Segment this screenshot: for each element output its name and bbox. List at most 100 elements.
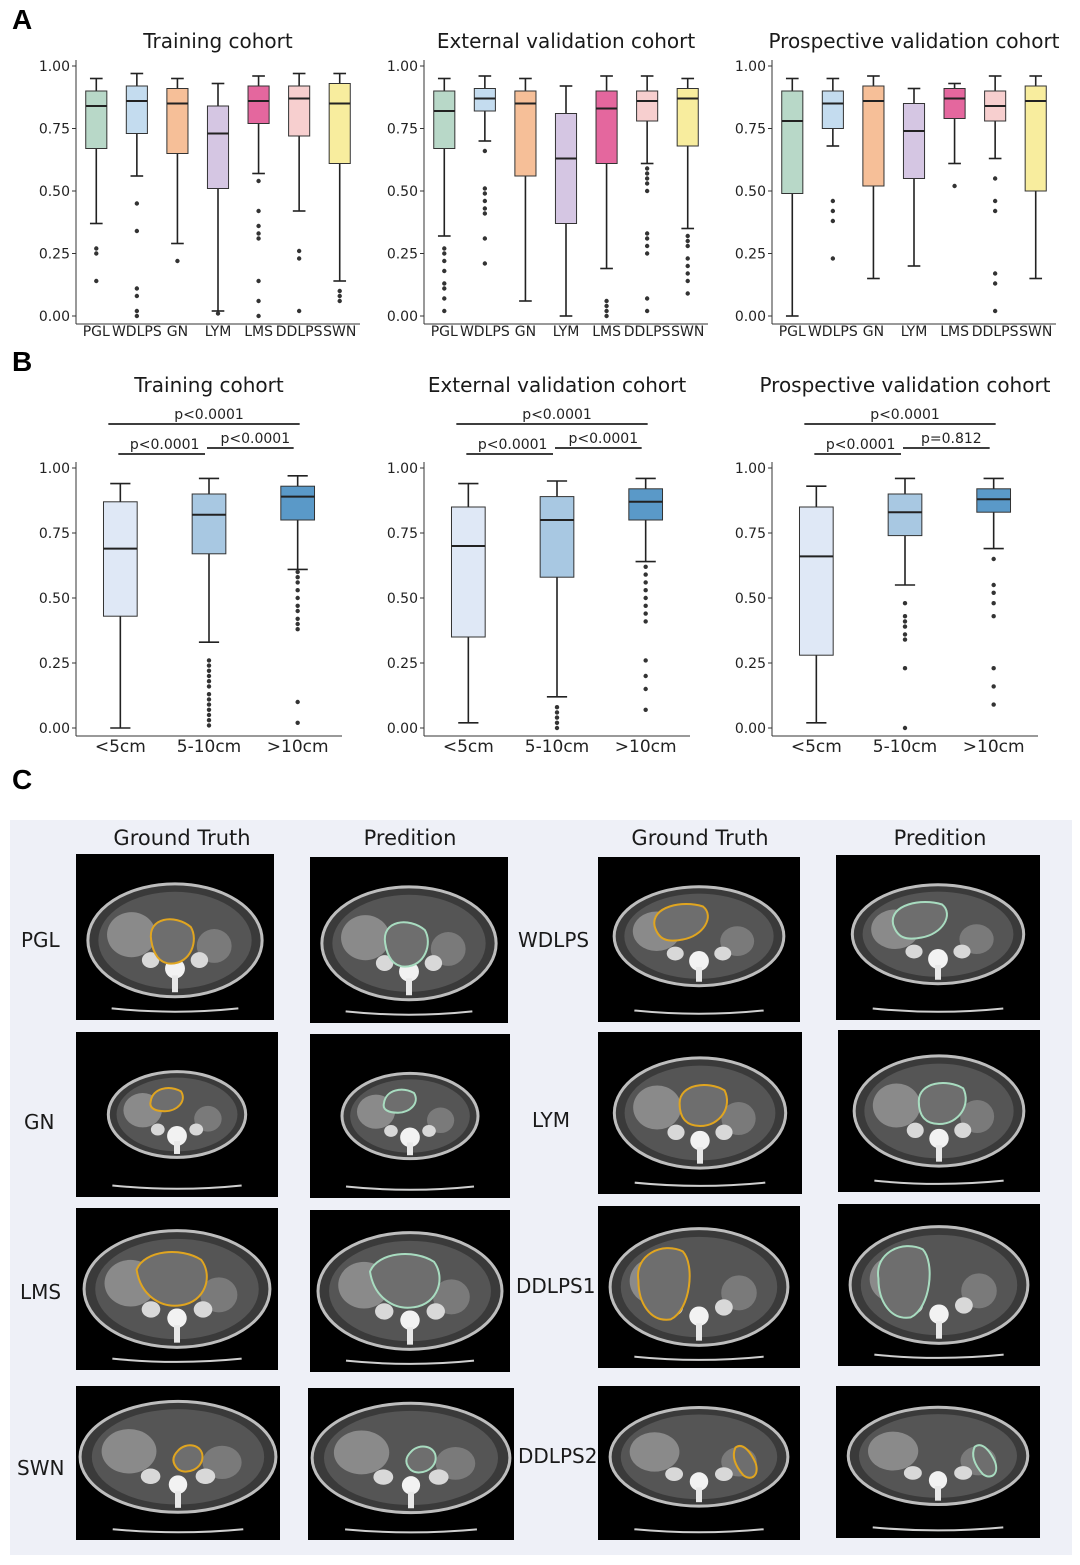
y-tick-label: 0.50 — [387, 184, 418, 200]
outlier-point — [295, 595, 300, 601]
vertebra — [167, 1126, 187, 1146]
ct-image-ground-truth — [598, 1386, 800, 1540]
box-iqr — [943, 88, 966, 119]
kidney — [666, 946, 684, 961]
chart-title: Prospective validation cohort — [768, 29, 1059, 53]
ct-image-ground-truth — [598, 857, 800, 1022]
outlier-point — [206, 723, 212, 728]
outlier-point — [295, 627, 300, 632]
organ — [194, 1105, 222, 1132]
outlier-point — [256, 278, 261, 284]
box-swn — [676, 77, 699, 296]
x-tick-label: >10cm — [963, 737, 1025, 757]
outlier-point — [482, 198, 488, 204]
y-tick-label: 0.50 — [387, 591, 418, 607]
kidney — [428, 1469, 449, 1485]
panel-label-a: A — [12, 4, 33, 35]
ct-image-prediction — [310, 1034, 510, 1198]
box-lym — [206, 82, 230, 316]
outlier-point — [902, 624, 908, 629]
outlier-point — [482, 206, 488, 211]
p-value-label: p<0.0001 — [221, 431, 291, 447]
organ — [720, 926, 755, 956]
kidney — [714, 946, 732, 961]
spinal-process — [696, 1323, 702, 1341]
outlier-point — [206, 663, 212, 668]
outlier-point — [296, 248, 302, 254]
outlier-point — [992, 281, 998, 286]
tumor-region — [654, 904, 708, 941]
tumor-region — [638, 1248, 690, 1320]
outlier-point — [206, 679, 212, 684]
y-tick-label: 1.00 — [735, 59, 766, 75]
kidney — [906, 1122, 924, 1138]
outlier-point — [644, 296, 650, 301]
column-header-prediction: Predition — [363, 826, 457, 850]
box-iqr — [1024, 85, 1047, 192]
scanner-table — [345, 1359, 475, 1365]
outlier-point — [643, 658, 648, 663]
tumor-region — [150, 1088, 183, 1112]
kidney — [954, 1297, 973, 1314]
ct-image-prediction — [836, 855, 1040, 1020]
spinal-process — [935, 964, 941, 980]
outlier-point — [685, 263, 690, 269]
y-tick-label: 1.00 — [39, 59, 70, 75]
outlier-point — [643, 580, 648, 585]
spinal-process — [408, 1491, 414, 1509]
vertebra — [928, 949, 948, 969]
ct-slice-drawing — [852, 1054, 1026, 1185]
kidney — [150, 1123, 165, 1136]
outlier-point — [644, 166, 650, 171]
ct-image-ground-truth — [76, 1208, 278, 1370]
kidney — [193, 1301, 213, 1318]
outlier-point — [295, 608, 300, 614]
vertebra — [690, 1130, 710, 1151]
outlier-point — [830, 256, 836, 261]
p-value-label: p<0.0001 — [870, 407, 940, 423]
outlier-point — [94, 278, 99, 284]
kidney — [140, 1468, 161, 1485]
outlier-point — [644, 251, 650, 256]
ct-image-ground-truth — [598, 1206, 800, 1368]
vertebra — [689, 1472, 709, 1491]
outlier-point — [206, 658, 212, 663]
ground-truth-contour — [149, 1087, 184, 1113]
x-tick-label: SWN — [671, 324, 704, 340]
box-wdlps — [473, 75, 496, 266]
outlier-point — [644, 176, 650, 181]
spinal-process — [407, 1142, 413, 1156]
p-value-label: p<0.0001 — [569, 431, 639, 447]
row-label: LMS — [20, 1280, 62, 1304]
scanner-table — [112, 1184, 242, 1190]
ct-image-prediction — [838, 1204, 1040, 1366]
outlier-point — [442, 246, 447, 251]
outlier-point — [134, 286, 140, 291]
box-iqr — [473, 88, 496, 112]
vertebra — [689, 951, 709, 971]
organ — [872, 1083, 921, 1128]
y-tick-label: 1.00 — [39, 461, 70, 477]
ct-slice-drawing — [340, 1071, 480, 1191]
x-tick-label: PGL — [779, 324, 806, 340]
x-tick-label: PGL — [431, 324, 458, 340]
chart-a-prospective: Prospective validation cohort 0.00 0.25 0.5… — [735, 29, 1060, 340]
row-label: PGL — [21, 928, 60, 952]
outlier-point — [134, 308, 140, 314]
x-tick-label: LYM — [901, 324, 928, 340]
ct-slice-drawing — [612, 885, 786, 1015]
x-tick-label: DDLPS — [624, 324, 671, 340]
column-header-prediction: Predition — [893, 826, 987, 850]
outlier-point — [992, 208, 998, 214]
outlier-point — [442, 281, 447, 286]
spinal-process — [936, 1145, 942, 1162]
x-tick-label: 5-10cm — [177, 737, 242, 757]
outlier-point — [206, 707, 212, 712]
outlier-point — [992, 198, 998, 204]
outlier-point — [482, 261, 488, 266]
box-iqr — [433, 90, 456, 149]
box-iqr — [636, 90, 659, 122]
y-tick-label: 1.00 — [735, 461, 766, 477]
outlier-point — [482, 211, 488, 216]
box-iqr — [798, 506, 834, 656]
